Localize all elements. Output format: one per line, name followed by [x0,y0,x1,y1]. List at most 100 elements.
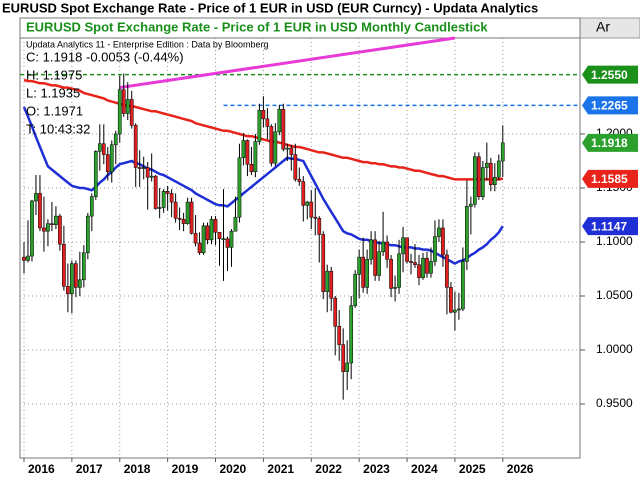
candle-body [233,216,238,232]
price-tag-label: 1.2550 [591,68,628,82]
candle-body [277,108,282,133]
candle-body [237,157,242,218]
candle-body [305,201,310,206]
candle-body [229,230,234,248]
y-tick-label: 0.9500 [596,396,633,410]
x-tick-label: 2018 [124,462,151,476]
candle-body [78,279,82,288]
x-tick-label: 2024 [411,462,438,476]
info-line: T: 10:43:32 [26,121,90,136]
info-line: O: 1.1971 [26,103,83,118]
candle-body [245,140,250,165]
y-tick-label: 1.1000 [596,234,633,248]
candle-body [85,215,90,254]
candle-body [205,225,210,241]
y-tick-label: 1.0500 [596,288,633,302]
candle-body [221,238,226,241]
candle-body [46,223,50,232]
candle-body [145,167,150,178]
candle-body [492,176,497,186]
price-tag-label: 1.1918 [591,136,628,150]
candle-body [397,253,401,288]
candle-body [469,203,473,207]
candle-body [289,147,294,155]
candle-body [341,344,346,372]
candle-body [269,126,274,164]
candle-body [89,196,94,217]
candle-body [209,219,214,241]
candle-body [393,287,397,289]
candle-body [421,257,425,278]
candle-body [365,259,369,288]
trendline [119,36,456,90]
candle-body [321,234,326,292]
price-tag [582,133,638,152]
candle-body [129,99,134,126]
candle-body [449,287,453,313]
candle-body [273,131,278,164]
candle-body [401,237,405,255]
candle-body [161,190,166,208]
candle-body [405,237,409,262]
candle-body [409,261,413,263]
candle-body [353,274,358,306]
candle-body [437,227,441,237]
info-line: Updata Analytics 11 - Enterprise Edition… [26,39,268,49]
candle-body [42,227,46,232]
candle-body [81,252,86,281]
candle-body [361,256,365,288]
price-tag-label: 1.1147 [591,219,627,233]
candle-body [261,109,266,120]
candle-body [189,201,194,234]
candle-body [293,154,298,180]
candle-body [417,264,421,278]
price-tag [582,217,638,236]
candle-body [500,142,505,162]
candle-body [241,140,246,159]
candle-body [337,325,342,345]
candle-body [181,219,186,224]
plot-area [20,36,580,458]
candle-body [217,232,222,240]
candle-body [441,227,445,256]
candle-body [38,193,42,229]
candle-body [357,256,362,275]
candle-body [325,270,330,292]
candle-body [345,362,350,372]
candle-body [66,286,70,295]
candle-body [413,262,417,265]
candle-body [445,254,449,288]
price-tag-label: 1.1585 [591,172,628,186]
axis-header [579,17,640,39]
candle-body [173,201,178,219]
candle-body [281,108,286,150]
subtitle-bar [19,17,581,39]
candle-body [137,167,142,169]
candle-body [461,261,465,310]
candle-body [480,167,485,197]
candle-body [141,167,146,169]
candle-body [113,133,118,146]
corner-label: Ar [596,19,610,35]
candle-body [54,215,58,225]
candle-body [125,99,130,114]
candle-body [26,255,30,261]
candle-body [297,179,302,182]
candle-body [473,156,477,205]
candle-body [74,263,78,288]
candle-body [309,201,314,218]
candle-body [389,259,393,289]
candle-body [30,200,34,257]
chart-title: EURUSD Spot Exchange Rate - Price of 1 E… [2,0,538,15]
candle-body [349,305,354,364]
candle-body [22,256,26,261]
candle-body [457,308,461,311]
candle-body [313,216,318,219]
candle-body [329,270,334,299]
candle-body [157,207,162,209]
candle-body [377,251,381,276]
candle-body [285,147,290,150]
price-tag-label: 1.2265 [591,99,628,113]
y-tick-label: 1.0000 [596,342,633,356]
